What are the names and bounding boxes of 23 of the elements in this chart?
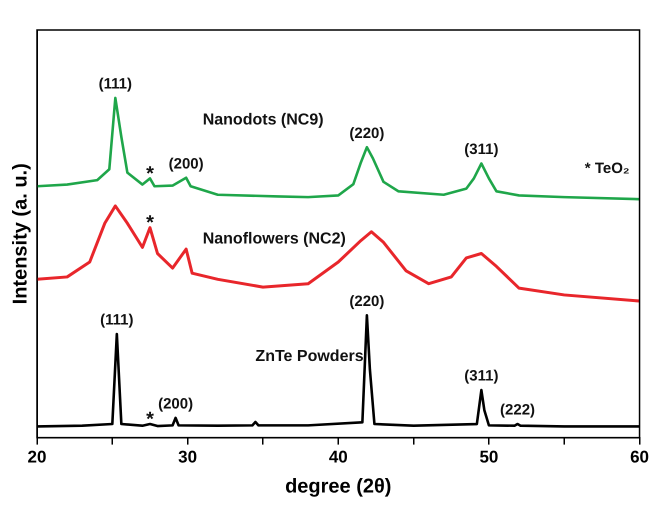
annotation: (220) xyxy=(349,292,384,310)
series-label: Nanoflowers (NC2) xyxy=(202,230,346,248)
x-axis-title: degree (2θ) xyxy=(285,476,392,498)
annotation: (311) xyxy=(464,141,498,158)
annotation: * xyxy=(146,408,154,431)
annotation: (311) xyxy=(464,368,498,385)
annotation: * TeO₂ xyxy=(584,160,630,177)
x-tick-label: 40 xyxy=(328,447,348,466)
x-tick-label: 30 xyxy=(178,447,198,466)
annotation: * xyxy=(146,212,154,234)
annotation: (200) xyxy=(158,396,194,413)
x-tick-label: 50 xyxy=(479,447,498,466)
annotation: (220) xyxy=(349,124,384,142)
x-tick-label: 20 xyxy=(28,447,46,466)
series-label: ZnTe Powders xyxy=(255,348,364,365)
annotation: (200) xyxy=(168,155,204,172)
annotation: (222) xyxy=(500,402,536,419)
annotation: * xyxy=(146,162,154,185)
annotation: (111) xyxy=(98,76,132,93)
text: Nanodots (NC9) xyxy=(202,112,324,129)
annotation: (111) xyxy=(100,312,134,329)
x-tick-label: 60 xyxy=(630,447,650,466)
y-axis-title: Intensity (a. u.) xyxy=(10,163,32,304)
